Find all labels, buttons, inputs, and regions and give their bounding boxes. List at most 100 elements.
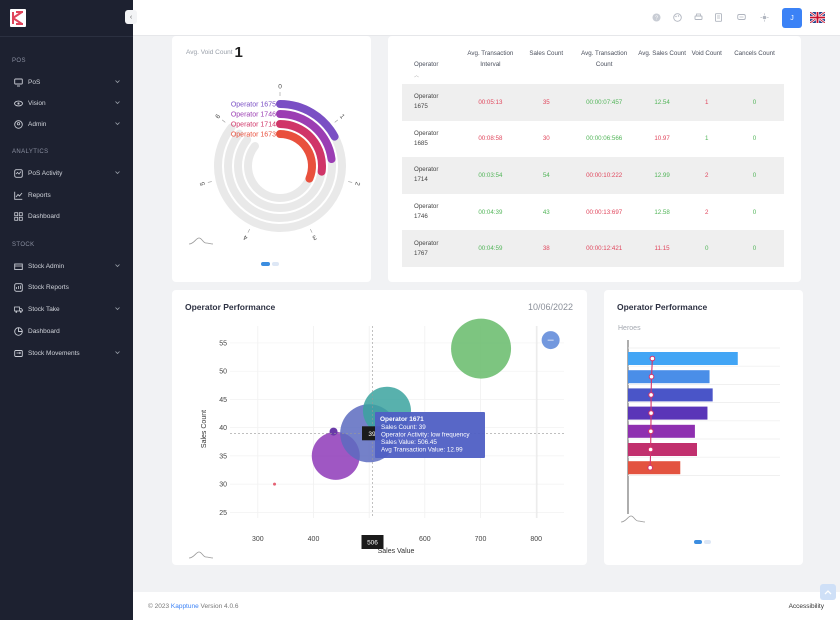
bubble-chart[interactable]: 30040050060070080025303540455055Sales Va… (172, 290, 587, 565)
tick-mark (310, 228, 313, 233)
document-icon[interactable] (714, 13, 723, 22)
y-axis-title: Sales Count (201, 410, 208, 448)
trend-point[interactable] (648, 428, 654, 435)
mini-wave-icon (188, 551, 214, 559)
theme-toggle-icon[interactable] (760, 13, 769, 22)
hero-bar[interactable] (628, 461, 681, 475)
date-label: 10/06/2022 (527, 302, 573, 312)
column-header-cancels-count[interactable]: Cancels Count (734, 50, 775, 57)
chevron-down-icon (115, 307, 120, 311)
radial-bar[interactable] (276, 110, 336, 164)
sidebar-item-stock-admin[interactable]: Stock Admin (0, 258, 133, 274)
hero-bar[interactable] (628, 388, 713, 402)
radial-bar[interactable] (276, 130, 316, 183)
radial-bar[interactable] (276, 100, 339, 141)
cell-avg-tx-count: 00:00:10:222 (572, 157, 636, 194)
table-row[interactable]: Operator 1714 00:03:54 54 00:00:10:222 12.99 2… (402, 157, 784, 194)
hero-bar[interactable] (628, 443, 697, 456)
sidebar-item-pos-activity[interactable]: PoS Activity (0, 165, 133, 181)
sort-icon[interactable]: ︿ (414, 72, 420, 79)
trend-point[interactable] (648, 373, 655, 380)
tick-mark (348, 181, 353, 183)
sidebar-item-stock-take[interactable]: Stock Take (0, 301, 133, 317)
hero-bar[interactable] (628, 424, 695, 438)
sidebar-item-label: Stock Reports (28, 283, 69, 291)
sidebar-item-stock-dashboard[interactable]: Dashboard (0, 323, 133, 339)
sidebar-item-admin[interactable]: Admin (0, 116, 133, 132)
column-header-operator[interactable]: Operator ︿ (402, 46, 461, 84)
cell-interval: 00:04:39 (478, 208, 503, 216)
reports-icon (14, 282, 23, 292)
sidebar-item-reports[interactable]: Reports (0, 187, 133, 203)
heroes-bar-chart[interactable] (604, 290, 803, 565)
brand-link[interactable]: Kapptune (170, 603, 199, 610)
cell-operator: Operator 1714 (402, 157, 461, 194)
help-icon[interactable]: ? (652, 13, 661, 22)
pie-icon (14, 326, 23, 336)
tooltip (375, 412, 485, 458)
tick-mark (247, 228, 250, 233)
table-row[interactable]: Operator 1685 00:08:58 30 00:00:06:566 10.97 1… (402, 121, 784, 158)
carousel-dot-active[interactable] (694, 540, 702, 544)
sidebar-item-label: PoS (28, 78, 41, 86)
carousel-dot[interactable] (704, 540, 711, 544)
trend-point[interactable] (648, 410, 654, 416)
trend-point[interactable] (649, 355, 656, 362)
y-tick-label: 40 (219, 425, 227, 432)
data-bubble[interactable] (451, 318, 512, 379)
tick-label: 0 (278, 84, 282, 91)
app-logo[interactable] (10, 9, 26, 27)
cell-operator: Operator 1675 (402, 84, 461, 121)
data-bubble-marker[interactable] (329, 427, 338, 436)
y-tick-label: 25 (219, 510, 227, 517)
operator-table: Operator ︿ Avg. Transaction Interval Sale… (402, 46, 784, 267)
carousel-dot[interactable] (272, 262, 279, 266)
scroll-to-top-button[interactable] (820, 584, 836, 600)
section-label-pos: POS (12, 58, 26, 64)
sidebar-item-label: PoS Activity (28, 169, 63, 177)
data-bubble[interactable] (273, 482, 277, 486)
transfer-icon (14, 349, 23, 358)
tooltip-line: Avg Transaction Value: 12.99 (381, 447, 463, 454)
column-header-sales-count[interactable]: Sales Count (529, 50, 564, 57)
cell-sales-count: 54 (519, 157, 573, 194)
cell-avg-tx-count: 00:00:07:457 (572, 84, 636, 121)
chat-icon[interactable] (737, 13, 746, 22)
sidebar-item-pos[interactable]: PoS (0, 74, 133, 90)
hero-bar[interactable] (628, 406, 708, 420)
mini-wave-icon (188, 237, 214, 245)
sidebar-item-dashboard[interactable]: Dashboard (0, 208, 133, 224)
y-crosshair-label: 39 (368, 431, 376, 438)
palette-icon[interactable] (673, 13, 682, 22)
top-bar (133, 0, 840, 36)
carousel-dot-active[interactable] (261, 262, 270, 266)
trend-point[interactable] (647, 446, 654, 453)
heroes-card: Operator Performance Heroes (604, 290, 803, 565)
column-header-avg-sales-count[interactable]: Avg. Sales Count (638, 50, 686, 57)
accessibility-link[interactable]: Accessibility (788, 603, 824, 610)
cell-void-count: 1 (688, 84, 726, 121)
sidebar-item-stock-reports[interactable]: Stock Reports (0, 279, 133, 295)
hero-bar[interactable] (628, 352, 738, 365)
table-row[interactable]: Operator 1767 00:04:59 38 00:00:12:421 11.15 0… (402, 230, 784, 267)
sidebar-item-label: Admin (28, 120, 47, 128)
column-header-interval[interactable]: Avg. Transaction Interval (467, 50, 514, 68)
column-header-avg-tx-count[interactable]: Avg. Transaction Count (581, 50, 628, 68)
trend-point[interactable] (648, 392, 654, 398)
printer-icon[interactable] (694, 13, 703, 22)
table-row[interactable]: Operator 1746 00:04:39 43 00:00:13:697 12.58 2… (402, 194, 784, 231)
radial-bar[interactable] (276, 120, 326, 176)
hero-bar[interactable] (628, 370, 710, 384)
table-row[interactable]: Operator 1675 00:05:13 35 00:00:07:457 12.54 1… (402, 84, 784, 121)
sidebar-item-label: Stock Take (28, 305, 60, 313)
trend-point[interactable] (647, 464, 654, 471)
sidebar-item-stock-movements[interactable]: Stock Movements (0, 345, 133, 361)
void-count-label-text: Avg. Void Count (186, 49, 233, 56)
user-avatar[interactable]: J (782, 8, 802, 28)
tick-label: 3 (311, 233, 318, 241)
sidebar-collapse-button[interactable]: ‹ (125, 10, 137, 24)
sidebar-item-vision[interactable]: Vision (0, 95, 133, 111)
column-header-void-count[interactable]: Void Count (691, 50, 722, 57)
cell-avg-tx-count: 00:00:12:421 (572, 230, 636, 267)
uk-flag-icon[interactable] (810, 12, 825, 23)
